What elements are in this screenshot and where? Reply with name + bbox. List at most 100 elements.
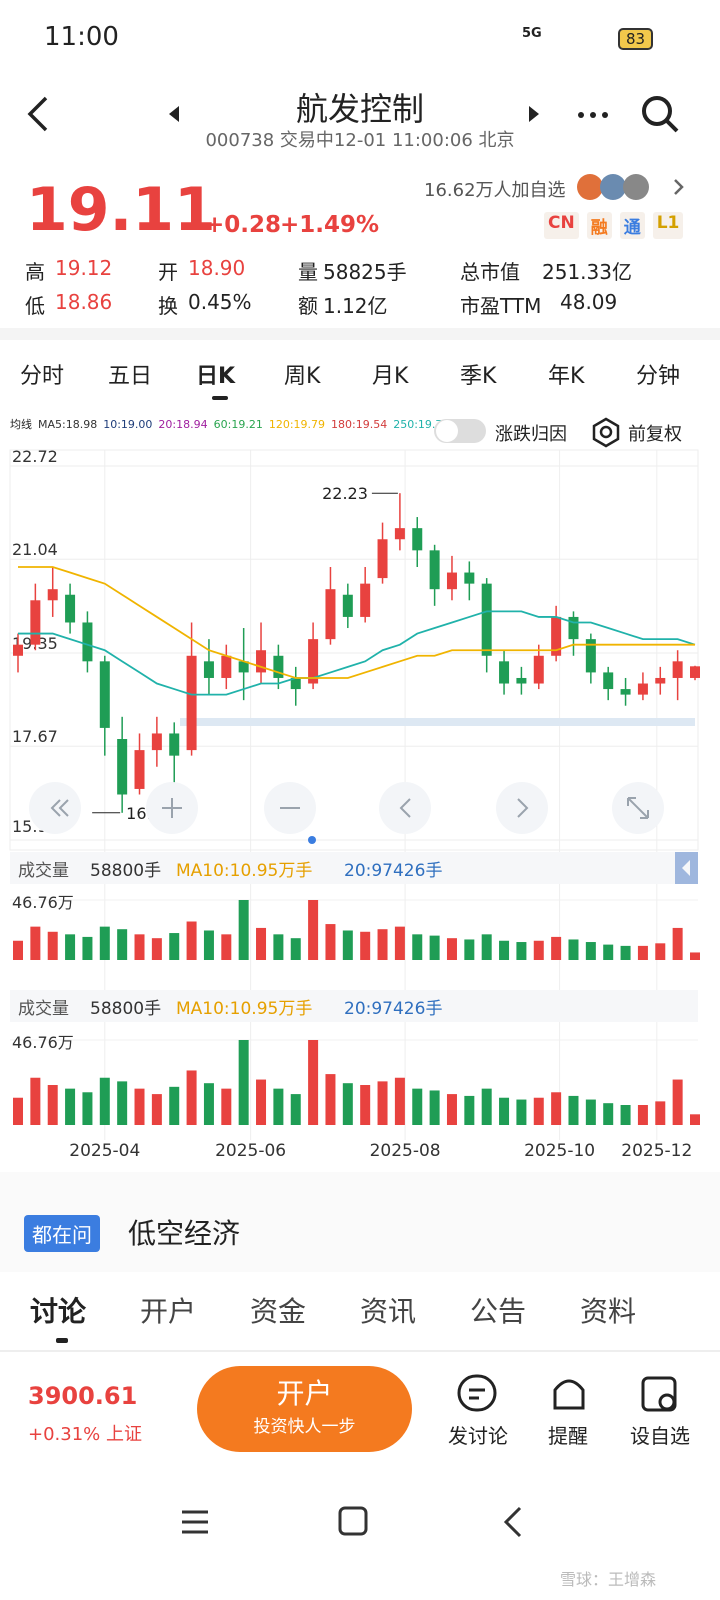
volume-bar [290, 1094, 301, 1125]
volume-bar [516, 942, 527, 960]
volume-bar [273, 934, 284, 960]
volume-bar [551, 1092, 562, 1125]
bottom-tab[interactable]: 开户 [140, 1295, 197, 1328]
chart-control[interactable] [496, 782, 548, 834]
volume-bar [690, 1114, 700, 1125]
volume-bar [30, 926, 41, 960]
volume-title: 成交量 [18, 999, 69, 1019]
chart-control-icon [50, 799, 69, 817]
bottom-tab[interactable]: 公告 [470, 1295, 527, 1328]
followers: 16.62万人加自选 [424, 180, 566, 201]
volume-bar [655, 943, 666, 960]
volume-bar [169, 933, 180, 960]
volume-bar [551, 936, 562, 960]
action-label[interactable]: 提醒 [548, 1424, 588, 1448]
volume-bar [186, 921, 197, 960]
volume-bar [533, 940, 544, 960]
period-tab[interactable]: 周K [284, 364, 321, 389]
period-tab[interactable]: 分钟 [636, 364, 681, 389]
stock-title: 航发控制 [295, 90, 424, 128]
candle-body [603, 672, 614, 690]
volume-bar [151, 938, 162, 960]
volume-bar [672, 1079, 683, 1125]
period-tab[interactable]: 月K [372, 364, 409, 389]
header-icons[interactable] [575, 95, 705, 135]
tab-indicator [56, 1338, 68, 1343]
volume-bar [568, 1095, 579, 1125]
volume-bar [308, 1040, 319, 1125]
volume-bar [446, 1094, 457, 1125]
candle-body [47, 589, 58, 601]
action-label[interactable]: 设自选 [630, 1424, 690, 1448]
ma-line [18, 610, 696, 696]
ask-topic[interactable]: 低空经济 [128, 1217, 241, 1250]
period-tab[interactable]: 五日 [108, 364, 153, 389]
x-tick-label: 2025-08 [370, 1141, 441, 1161]
stat-value: 1.12亿 [323, 294, 388, 318]
candle-body [186, 655, 197, 751]
collapse-button[interactable] [675, 852, 698, 884]
volume-bar [394, 926, 405, 960]
candle-body [620, 689, 631, 695]
back-button[interactable] [20, 90, 60, 140]
volume-bar [481, 934, 492, 960]
volume-bar [342, 1083, 353, 1125]
volume-bar [82, 1092, 93, 1125]
action-label[interactable]: 发讨论 [448, 1424, 508, 1448]
chart-control[interactable] [379, 782, 431, 834]
stats: 高 19.12 开 18.90 量 58825手 总市值 251.33亿低 18.86 换 0.45… [0, 256, 720, 326]
volume-bar [481, 1088, 492, 1125]
prev-stock[interactable] [165, 100, 185, 130]
volume-bar [221, 1088, 232, 1125]
ma-item: 180:19.54 [331, 418, 388, 431]
next-stock[interactable] [525, 100, 545, 130]
period-tab[interactable]: 年K [548, 364, 585, 389]
volume-bar [620, 1105, 631, 1125]
status-net: 5G [522, 26, 542, 41]
volume-bar [603, 1103, 614, 1125]
volume-bar [585, 1099, 596, 1125]
period-tab[interactable]: 季K [460, 364, 497, 389]
volume-bar [499, 1097, 510, 1125]
candle-body [13, 644, 23, 656]
button-sub: 投资快人一步 [253, 1417, 356, 1437]
bottom-tab[interactable]: 讨论 [30, 1295, 87, 1328]
volume-bar [394, 1077, 405, 1125]
candle-body [377, 539, 388, 579]
volume-bar [308, 900, 319, 960]
candle-body [134, 750, 145, 789]
toggle[interactable] [432, 416, 492, 446]
stat-value: 19.12 [55, 256, 113, 280]
avatars[interactable] [575, 172, 705, 202]
volume-ma20: 20:97426手 [344, 861, 442, 881]
period-tab[interactable]: 日K [196, 364, 236, 389]
candle-body [394, 528, 405, 540]
bottom-tab[interactable]: 资料 [580, 1295, 637, 1328]
volume-bar [203, 930, 214, 960]
candle-body [169, 733, 180, 756]
bottom-tab[interactable]: 资金 [250, 1295, 307, 1328]
chart-control[interactable] [29, 782, 81, 834]
candle-body [203, 661, 214, 678]
status-time: 11:00 [44, 22, 119, 52]
volume-bar [65, 934, 76, 960]
period-tabs: 分时 五日 日K 周K 月K 季K 年K 分钟 [0, 358, 720, 408]
ma-line [18, 566, 695, 679]
volume-bar [325, 924, 336, 960]
bottom-tab[interactable]: 资讯 [360, 1295, 417, 1328]
y-tick-label: 22.72 [12, 447, 58, 466]
volume-current: 58800手 [90, 999, 161, 1019]
volume-bar [672, 927, 683, 960]
volume-bar [637, 1105, 648, 1125]
volume-header-bg [10, 852, 698, 884]
open-account-button[interactable]: 开户 投资快人一步 [197, 1366, 412, 1452]
volume-bar [464, 1095, 475, 1125]
volume-bar [637, 945, 648, 960]
adjust-icon[interactable] [590, 416, 622, 448]
volume-tick-label: 46.76万 [12, 1033, 74, 1052]
volume-bar [429, 1090, 440, 1125]
period-tab[interactable]: 分时 [20, 364, 65, 389]
volume-bar [360, 931, 371, 960]
adjust-label[interactable]: 前复权 [628, 424, 682, 445]
candle-body [637, 683, 648, 695]
